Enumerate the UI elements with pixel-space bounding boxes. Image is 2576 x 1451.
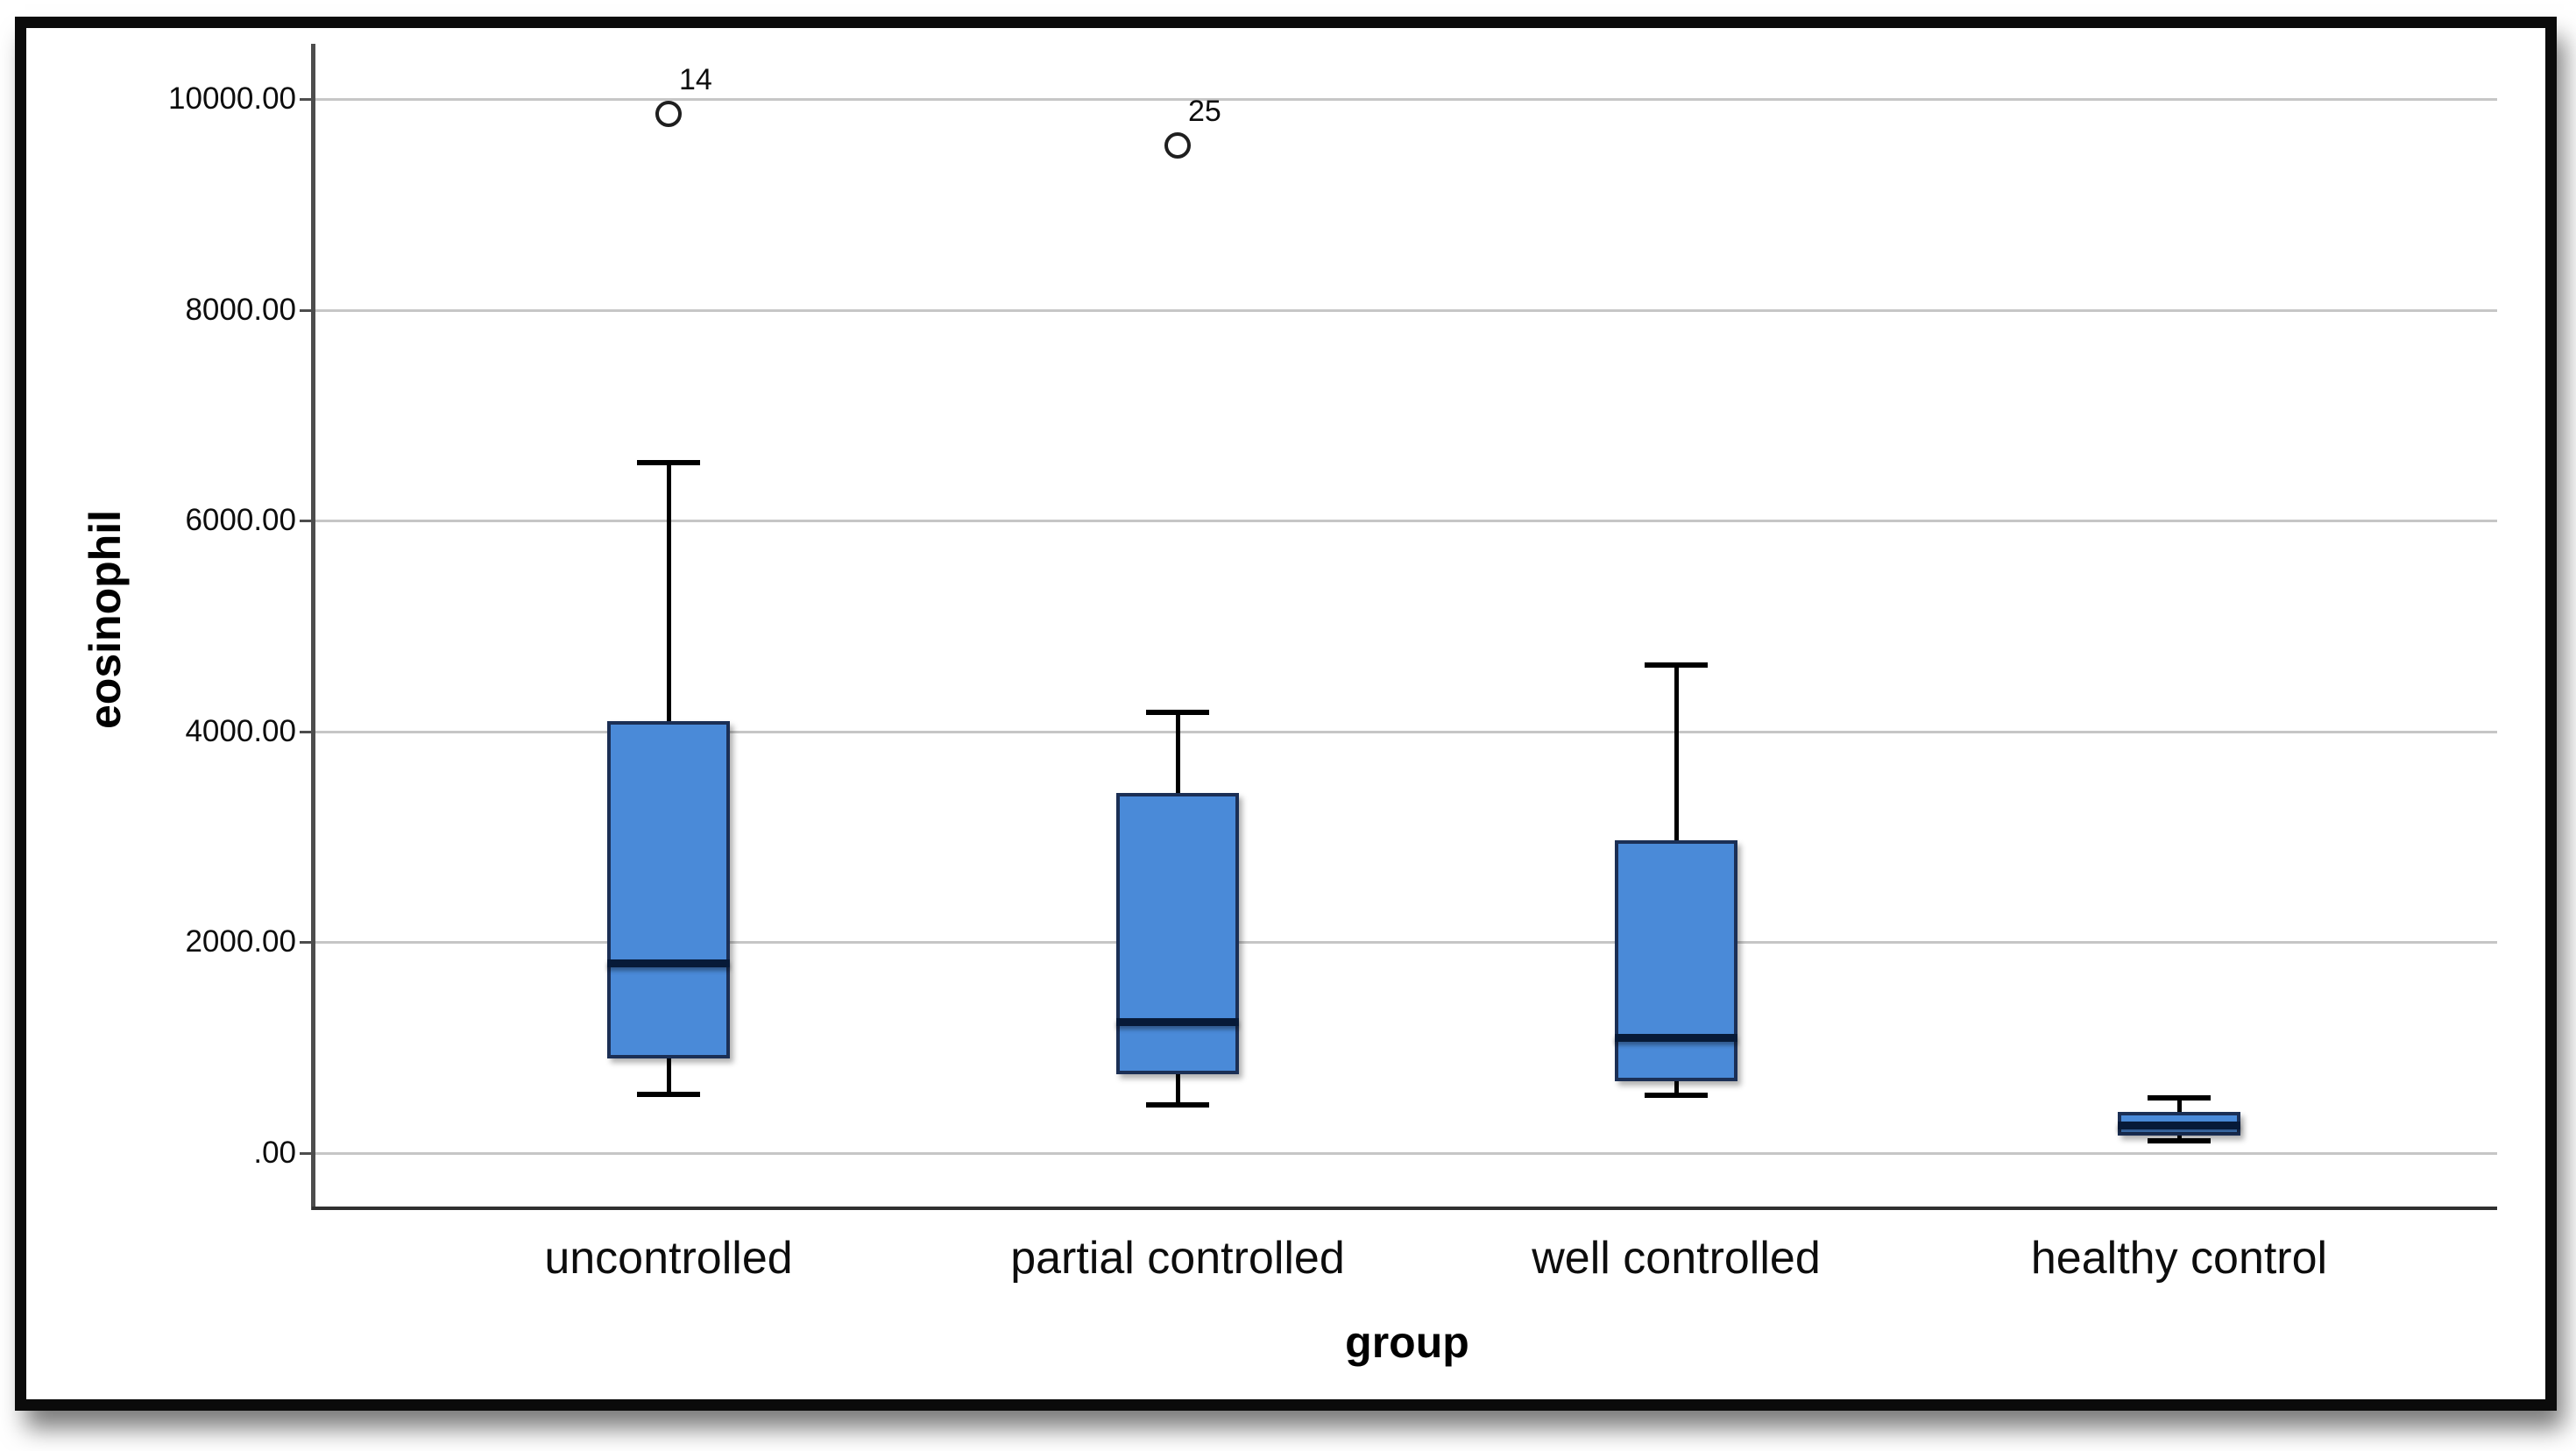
y-tick-mark [300, 730, 312, 733]
median-line [1116, 1017, 1239, 1026]
y-tick-label: 6000.00 [185, 503, 296, 538]
lower-whisker-cap [637, 1091, 700, 1097]
box-iqr [607, 720, 730, 1058]
x-axis-title: group [1345, 1318, 1469, 1367]
upper-whisker-line [2177, 1098, 2182, 1113]
gridline [312, 1152, 2497, 1155]
y-tick-mark [300, 98, 312, 101]
lower-whisker-cap [1146, 1101, 1209, 1108]
y-tick-label: 4000.00 [185, 713, 296, 748]
x-category-label: partial controlled [1010, 1233, 1345, 1284]
x-axis-line [312, 1207, 2497, 1210]
upper-whisker-cap [1645, 662, 1708, 668]
gridline [312, 730, 2497, 733]
y-tick-label: 10000.00 [168, 81, 296, 116]
lower-whisker-line [667, 1058, 671, 1094]
gridline [312, 520, 2497, 523]
plot-area: 10000.00 8000.00 6000.00 4000.00 2000.00 .00 1… [26, 28, 2545, 1399]
gridline [312, 308, 2497, 312]
box-iqr [1116, 792, 1239, 1074]
box-iqr [1615, 839, 1737, 1082]
upper-whisker-line [1674, 665, 1679, 840]
y-tick-label: .00 [253, 1136, 296, 1170]
upper-whisker-line [1176, 712, 1180, 793]
outlier-point [1164, 131, 1191, 159]
upper-whisker-line [667, 463, 671, 721]
outlier-label: 25 [1188, 94, 1221, 128]
y-tick-mark [300, 308, 312, 312]
gridline [312, 98, 2497, 101]
median-line [607, 959, 730, 968]
y-axis-title: eosinophil [81, 510, 130, 729]
figure-frame: 10000.00 8000.00 6000.00 4000.00 2000.00 .00 1… [15, 17, 2557, 1411]
upper-whisker-cap [1146, 710, 1209, 716]
lower-whisker-line [1176, 1073, 1180, 1105]
x-category-label: well controlled [1532, 1233, 1821, 1284]
x-category-label: healthy control [2030, 1233, 2328, 1284]
y-axis-line [311, 44, 315, 1210]
lower-whisker-cap [1645, 1092, 1708, 1098]
y-tick-label: 2000.00 [185, 924, 296, 959]
y-tick-mark [300, 941, 312, 945]
median-line [1615, 1033, 1737, 1042]
lower-whisker-cap [2148, 1137, 2211, 1143]
upper-whisker-cap [2148, 1095, 2211, 1101]
y-tick-label: 8000.00 [185, 292, 296, 327]
y-tick-mark [300, 1152, 312, 1155]
x-category-label: uncontrolled [544, 1233, 793, 1284]
gridline [312, 941, 2497, 945]
outlier-label: 14 [679, 62, 712, 96]
median-line [2118, 1121, 2240, 1129]
y-tick-mark [300, 520, 312, 523]
lower-whisker-line [2177, 1135, 2182, 1141]
lower-whisker-line [1674, 1081, 1679, 1095]
outlier-point [655, 100, 682, 127]
upper-whisker-cap [637, 460, 700, 466]
